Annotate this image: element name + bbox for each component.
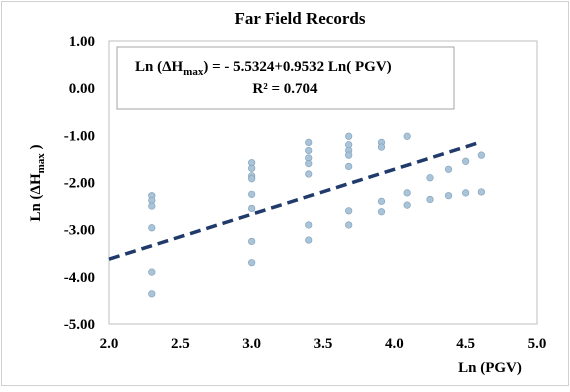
y-tick-labels: 1.00 0.00 -1.00 -2.00 -3.00 -4.00 -5.00 <box>64 34 95 333</box>
data-point <box>477 188 485 196</box>
data-point <box>345 151 353 159</box>
data-point <box>345 221 353 229</box>
y-axis-label-end: ) <box>28 144 44 153</box>
data-point <box>345 162 353 171</box>
data-point <box>305 221 313 229</box>
y-axis-label-main: Ln (ΔH <box>28 173 44 221</box>
data-point <box>403 189 411 197</box>
y-tick-label: -2.00 <box>64 176 95 192</box>
data-point <box>444 192 453 200</box>
data-point <box>377 143 386 151</box>
data-point <box>462 157 470 165</box>
data-point <box>248 164 256 172</box>
data-point <box>377 197 386 205</box>
y-tick-label: -5.00 <box>64 317 95 333</box>
data-point <box>148 224 156 232</box>
data-point <box>444 165 453 173</box>
data-point <box>148 268 156 276</box>
data-point <box>426 195 434 204</box>
x-tick-label: 3.0 <box>242 336 261 352</box>
data-point <box>305 138 313 147</box>
x-tick-labels: 2.0 2.5 3.0 3.5 4.0 4.5 5.0 <box>100 336 547 352</box>
data-point <box>345 207 353 215</box>
x-axis-label: Ln (PGV) <box>458 360 522 376</box>
y-tick-label: -3.00 <box>64 223 95 239</box>
data-point <box>462 189 470 197</box>
y-axis-label: Ln (ΔHmax ) <box>28 144 47 221</box>
data-point <box>377 208 386 216</box>
trendline-layer <box>108 140 481 261</box>
data-point <box>248 190 256 198</box>
equation-lhs: Ln (ΔH <box>135 59 183 75</box>
y-tick-label: 0.00 <box>69 81 95 97</box>
data-point <box>148 290 156 298</box>
data-point <box>345 132 353 140</box>
data-point <box>305 160 313 168</box>
r-squared-label: R² = 0.704 <box>252 81 318 97</box>
data-point <box>477 151 485 159</box>
data-point <box>403 201 411 209</box>
x-tick-label: 3.5 <box>314 336 333 352</box>
data-point <box>403 132 411 140</box>
data-point <box>426 174 434 182</box>
x-tick-label: 2.0 <box>100 336 119 352</box>
y-axis-label-subscript: max <box>35 153 47 174</box>
y-tick-label: -1.00 <box>64 128 95 144</box>
trendline <box>108 140 481 261</box>
data-point <box>305 236 313 244</box>
data-point <box>248 237 256 246</box>
x-tick-label: 5.0 <box>528 336 547 352</box>
data-point <box>305 170 313 178</box>
plot-area <box>108 40 538 325</box>
chart-title: Far Field Records <box>235 9 366 28</box>
y-tick-label: -4.00 <box>64 270 95 286</box>
y-tick-label: 1.00 <box>69 34 95 50</box>
equation-box <box>116 46 455 110</box>
data-point <box>248 204 256 213</box>
data-point <box>148 202 156 210</box>
trendline-equation: Ln (ΔHmax) = - 5.5324+0.9532 Ln( PGV) <box>135 59 392 78</box>
x-tick-label: 4.5 <box>456 336 475 352</box>
x-tick-label: 4.0 <box>385 336 404 352</box>
data-point <box>248 175 256 183</box>
data-point <box>305 146 313 155</box>
x-tick-label: 2.5 <box>171 336 190 352</box>
equation-rhs: ) = - 5.5324+0.9532 Ln( PGV) <box>203 59 391 75</box>
data-point <box>248 259 256 267</box>
equation-subscript: max <box>183 66 204 78</box>
data-points <box>148 132 485 298</box>
